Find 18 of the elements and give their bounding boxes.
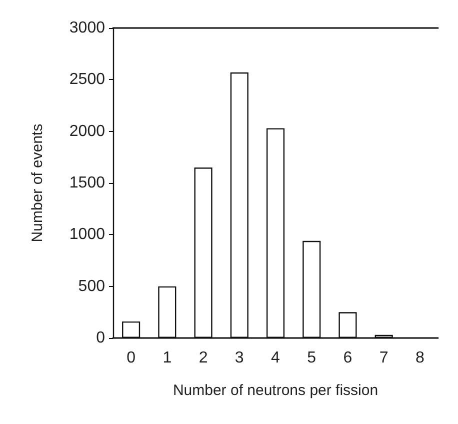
x-axis-title: Number of neutrons per fission <box>172 382 378 399</box>
x-tick-label: 4 <box>271 350 280 366</box>
x-tick-label: 3 <box>234 350 244 366</box>
y-tick-label: 2500 <box>69 71 106 88</box>
x-tick-label: 0 <box>126 350 136 366</box>
x-tick-label: 5 <box>307 350 316 366</box>
y-tick-label: 3000 <box>69 20 106 36</box>
x-tick-label: 7 <box>379 350 388 366</box>
y-axis-title: Number of events <box>29 124 46 242</box>
y-tick-label: 2000 <box>69 122 106 140</box>
y-tick-label: 500 <box>78 278 106 295</box>
x-tick-label: 8 <box>415 350 424 366</box>
x-tick-label: 2 <box>198 350 208 366</box>
y-tick-label: 1500 <box>69 174 106 192</box>
y-tick-label: 1000 <box>69 226 106 244</box>
x-tick-label: 1 <box>162 350 172 366</box>
x-tick-label: 6 <box>343 350 352 366</box>
y-tick-label: 0 <box>96 330 106 346</box>
